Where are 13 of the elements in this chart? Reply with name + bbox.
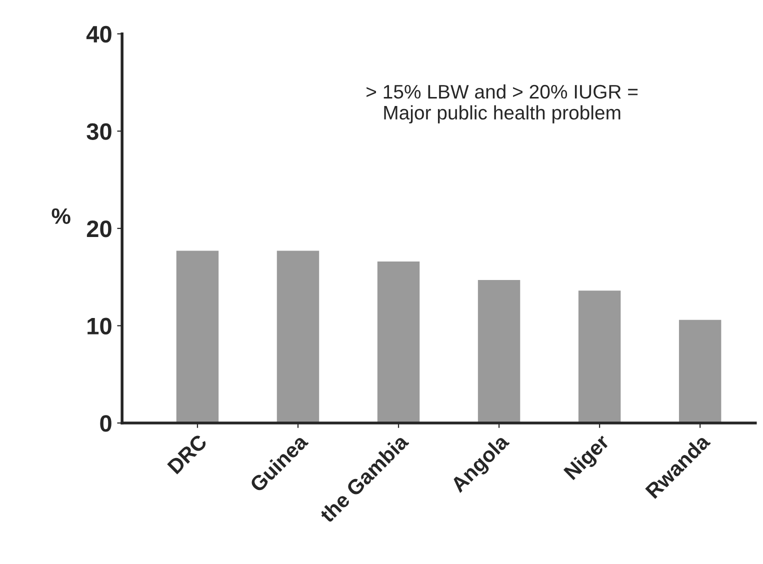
annotation: > 15% LBW and > 20% IUGR = Major public health problem bbox=[366, 84, 638, 124]
y-tick-label: 30 bbox=[86, 123, 112, 140]
y-axis-title: % bbox=[52, 208, 70, 224]
y-tick-label: 10 bbox=[88, 318, 112, 334]
bar bbox=[478, 280, 520, 423]
y-tick-label: 0 bbox=[100, 415, 112, 432]
bar bbox=[176, 250, 219, 423]
bar bbox=[678, 320, 722, 423]
y-tick-label: 40 bbox=[86, 26, 112, 43]
y-tick-label: 20 bbox=[86, 220, 112, 238]
bar bbox=[578, 290, 621, 423]
bar bbox=[377, 262, 420, 423]
bar bbox=[276, 250, 320, 423]
